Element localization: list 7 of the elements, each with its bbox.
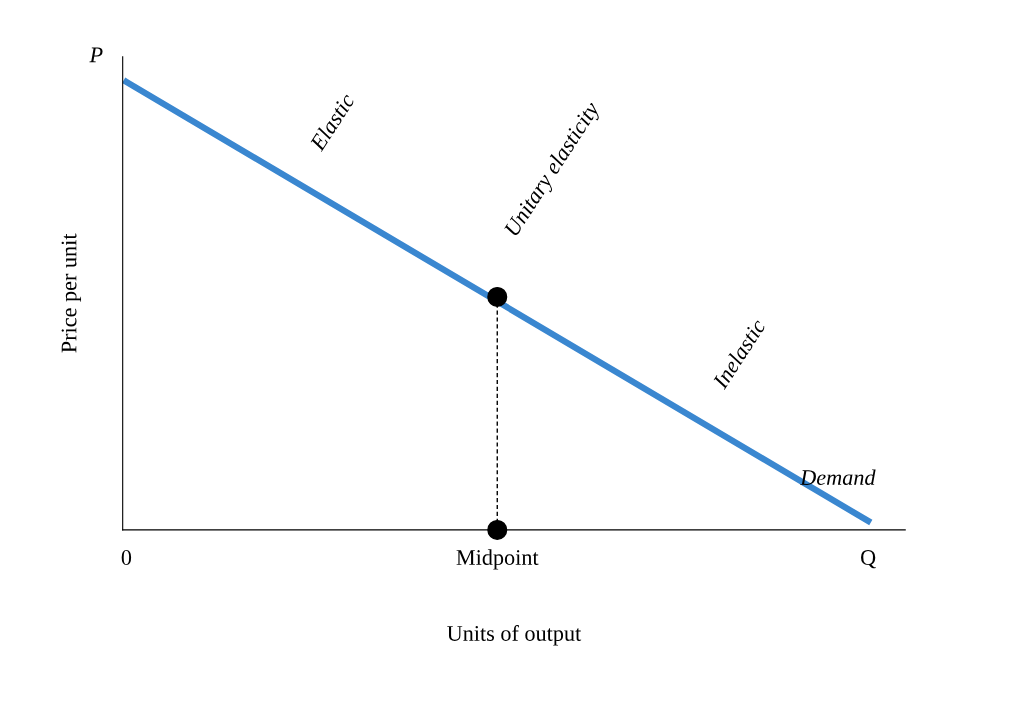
x-tick-label: Q	[861, 550, 876, 569]
text: P	[89, 47, 103, 63]
x-tick-label: 0	[121, 549, 132, 565]
series-label: Demand	[800, 469, 876, 486]
x-axis-title: Units of output	[447, 625, 582, 646]
x-tick-label: Midpoint	[456, 549, 539, 570]
y-axis-title: Price per unit	[61, 233, 82, 353]
